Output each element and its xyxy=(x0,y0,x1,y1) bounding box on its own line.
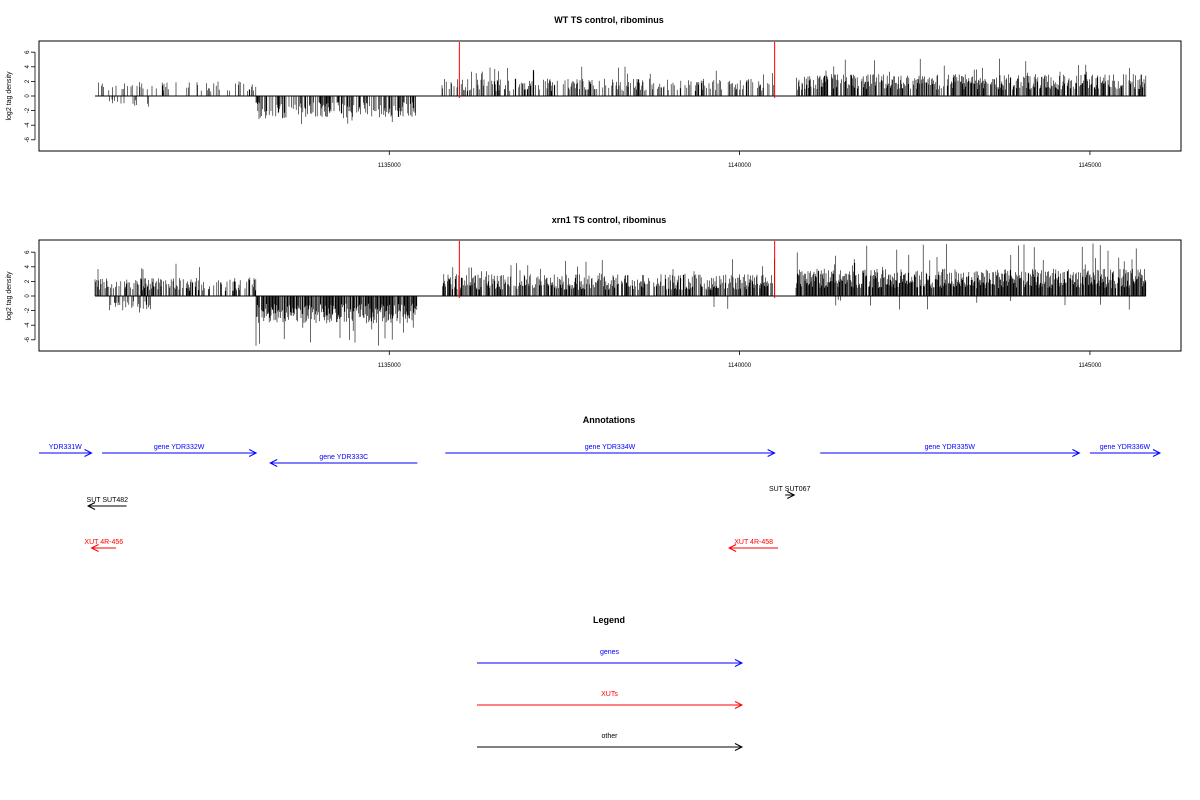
y-axis-label-xrn1: log2 tag density xyxy=(6,271,13,321)
y-tick-label: 4 xyxy=(25,64,31,68)
feature-label: gene YDR336W xyxy=(1100,444,1151,451)
y-axis-xrn1: -6 -4 -2 0 2 4 6 xyxy=(25,250,36,342)
y-tick-label: 2 xyxy=(25,279,31,283)
annotation-other: SUT SUT482 xyxy=(86,497,129,510)
signal-bars-wt xyxy=(98,58,1147,125)
arrowhead-icon xyxy=(84,449,93,457)
legend-title: Legend xyxy=(593,615,625,625)
arrowhead-icon xyxy=(727,544,737,552)
track-title-xrn1: xrn1 TS control, ribominus xyxy=(552,215,667,225)
y-axis-wt: -6 -4 -2 0 2 4 6 xyxy=(25,50,36,142)
annotation-features: YDR331W gene YDR332W gene YDR333C gene YDR3… xyxy=(39,444,1162,552)
x-tick-label: 1140000 xyxy=(728,363,752,369)
annotations-title: Annotations xyxy=(583,415,636,425)
x-tick-label: 1135000 xyxy=(378,163,402,169)
legend-label: XUTs xyxy=(601,691,618,698)
x-tick-label: 1145000 xyxy=(1078,163,1102,169)
arrowhead-icon xyxy=(1152,449,1162,457)
y-tick-label: 0 xyxy=(25,94,31,98)
annotation-xut: XUT 4R-458 xyxy=(727,539,779,552)
feature-label: SUT SUT067 xyxy=(769,486,811,493)
arrowhead-icon xyxy=(1072,449,1081,457)
arrowhead-icon xyxy=(787,491,796,499)
y-tick-label: -4 xyxy=(25,122,31,128)
arrowhead-icon xyxy=(269,459,278,467)
feature-label: gene YDR333C xyxy=(319,454,368,461)
annotation-xut: XUT 4R-456 xyxy=(84,539,123,552)
y-axis-label-wt: log2 tag density xyxy=(6,71,13,121)
y-tick-label: 2 xyxy=(25,79,31,83)
annotation-other: SUT SUT067 xyxy=(769,486,811,499)
annotation-gene: gene YDR335W xyxy=(820,444,1081,457)
legend-item-xut: XUTs xyxy=(477,691,744,709)
red-markers-wt xyxy=(458,42,776,98)
y-tick-label: 0 xyxy=(25,294,31,298)
arrowhead-icon xyxy=(734,659,744,667)
plot-frame-xrn1 xyxy=(38,239,1182,352)
annotation-gene: YDR331W xyxy=(39,444,93,457)
feature-label: gene YDR332W xyxy=(154,444,205,451)
y-tick-label: -4 xyxy=(25,322,31,328)
legend-item-gene: genes xyxy=(477,649,744,667)
feature-label: YDR331W xyxy=(49,444,82,451)
legend-label: other xyxy=(602,733,619,740)
x-tick-label: 1135000 xyxy=(378,363,402,369)
y-tick-label: -2 xyxy=(25,307,31,313)
plot-frame-wt xyxy=(38,40,1182,152)
arrowhead-icon xyxy=(767,449,776,457)
annotation-gene: gene YDR336W xyxy=(1089,444,1162,457)
y-tick-label: 6 xyxy=(25,50,31,54)
annotation-gene: gene YDR332W xyxy=(102,444,258,457)
annotation-gene: gene YDR333C xyxy=(269,454,418,467)
annotations-panel: Annotations YDR331W gene YDR332W gene YDR3… xyxy=(39,415,1162,552)
arrowhead-icon xyxy=(734,701,744,709)
arrowhead-icon xyxy=(734,743,744,751)
legend-panel: Legend genes XUTs other xyxy=(477,615,744,751)
legend-label: genes xyxy=(600,649,620,656)
y-tick-label: 4 xyxy=(25,264,31,268)
track-title-wt: WT TS control, ribominus xyxy=(554,15,664,25)
x-tick-label: 1145000 xyxy=(1078,363,1102,369)
legend-item-other: other xyxy=(477,733,744,751)
x-axis-xrn1: 1135000 1140000 1145000 xyxy=(378,351,1102,369)
arrowhead-icon xyxy=(86,502,96,510)
signal-bars-xrn1 xyxy=(94,243,1147,346)
feature-label: XUT 4R-458 xyxy=(734,539,773,546)
y-tick-label: -6 xyxy=(25,136,31,142)
track-panel-xrn1: xrn1 TS control, ribominus -6 -4 -2 0 2 4 6 11… xyxy=(6,215,1182,369)
x-tick-label: 1140000 xyxy=(728,163,752,169)
feature-label: gene YDR334W xyxy=(585,444,636,451)
feature-label: SUT SUT482 xyxy=(87,497,129,504)
y-tick-label: -2 xyxy=(25,107,31,113)
x-axis-wt: 1135000 1140000 1145000 xyxy=(378,151,1102,169)
y-tick-label: -6 xyxy=(25,336,31,342)
feature-label: gene YDR335W xyxy=(925,444,976,451)
legend-items: genes XUTs other xyxy=(477,649,744,751)
y-tick-label: 6 xyxy=(25,250,31,254)
feature-label: XUT 4R-456 xyxy=(84,539,123,546)
annotation-gene: gene YDR334W xyxy=(445,444,776,457)
track-panel-wt: WT TS control, ribominus -6 -4 -2 0 2 4 6 1135… xyxy=(6,15,1182,169)
red-markers-xrn1 xyxy=(458,241,776,298)
arrowhead-icon xyxy=(90,544,99,552)
arrowhead-icon xyxy=(248,449,258,457)
